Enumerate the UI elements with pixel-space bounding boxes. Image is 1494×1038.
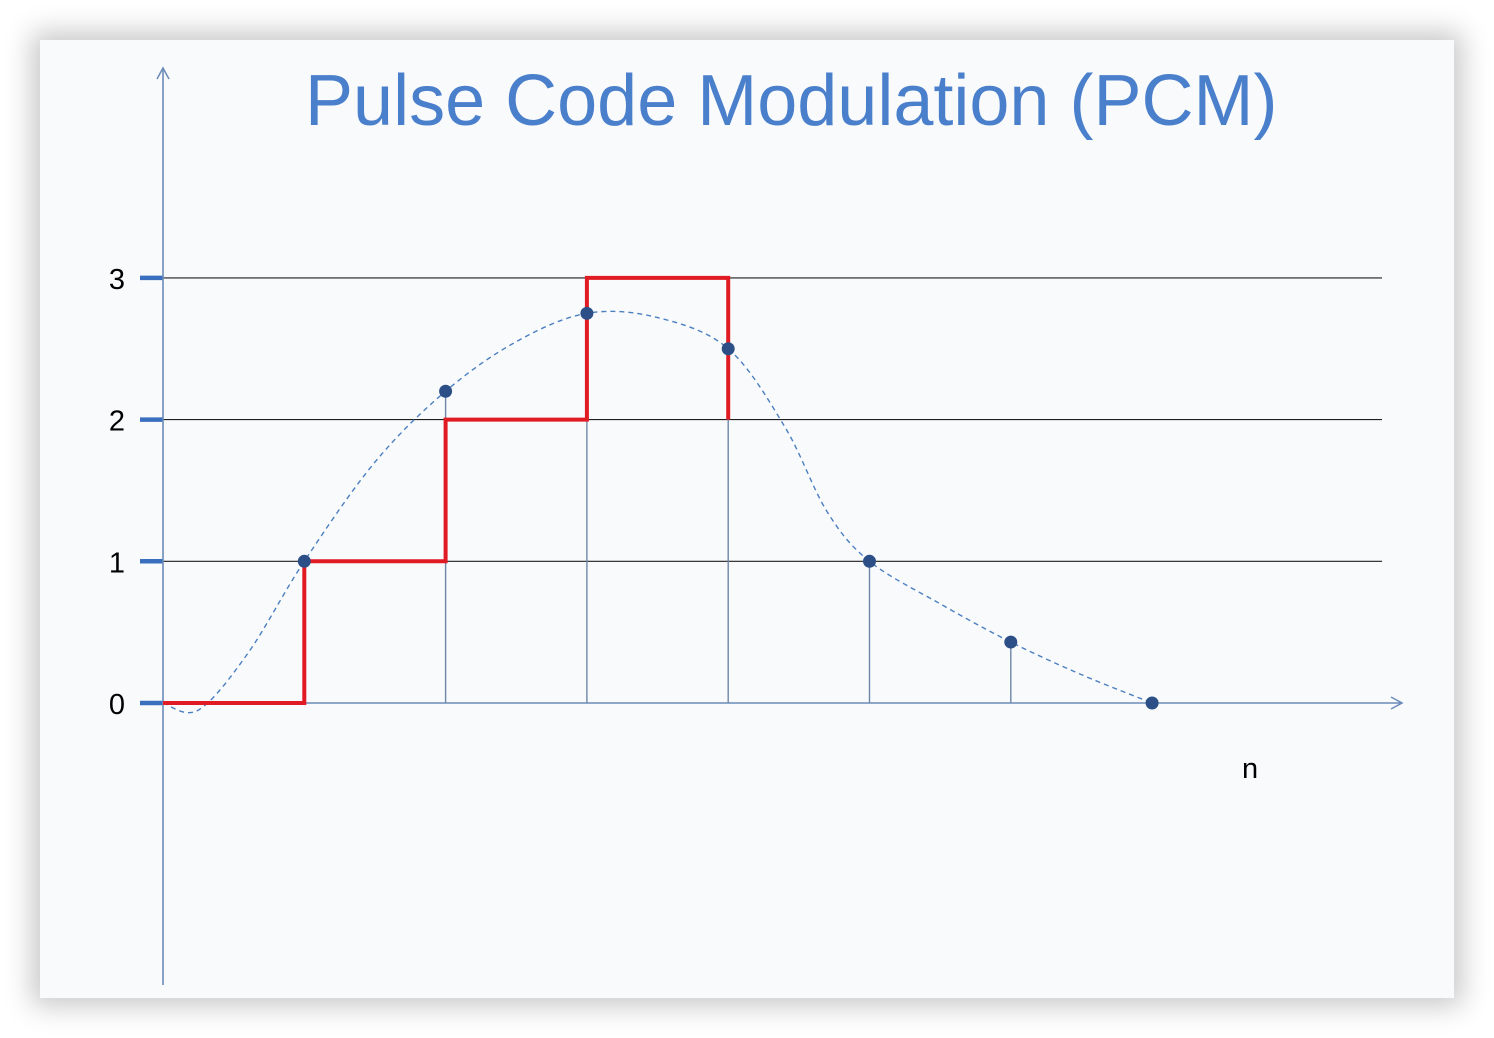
y-axis-ticks: 0 1 2 3 [109, 264, 163, 721]
y-tick-label-1: 1 [109, 547, 125, 579]
y-tick-label-2: 2 [109, 406, 125, 438]
x-axis-label: n [1242, 753, 1258, 785]
axes [156, 66, 1404, 985]
analog-signal-curve [162, 310, 1153, 714]
quantization-level-lines [163, 277, 1382, 562]
sample-point [580, 306, 594, 320]
sample-point [1004, 635, 1018, 649]
sample-point [863, 554, 876, 568]
sample-points [297, 306, 1159, 710]
sample-stems [303, 313, 1012, 703]
quantized-staircase [163, 275, 731, 705]
sample-point [721, 342, 735, 356]
sample-point [297, 554, 311, 568]
slide-background [40, 40, 1454, 998]
chart-title: Pulse Code Modulation (PCM) [305, 61, 1277, 141]
sample-point [439, 384, 453, 398]
y-tick-label-3: 3 [109, 264, 125, 296]
sample-point [1145, 696, 1159, 710]
y-tick-label-0: 0 [109, 689, 125, 721]
